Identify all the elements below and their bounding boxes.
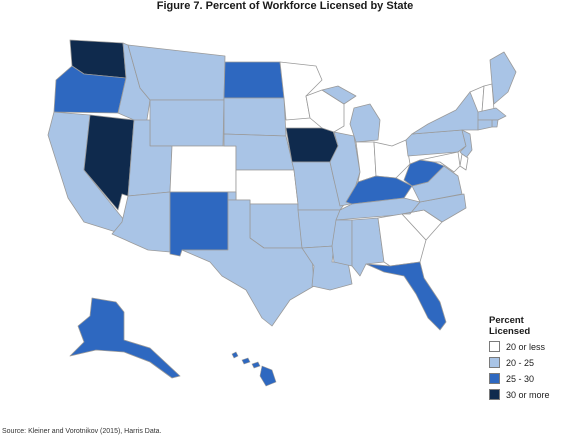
state-de: [459, 153, 469, 171]
state-ma: [477, 107, 507, 121]
state-fl: [365, 261, 447, 331]
legend-swatch: [489, 373, 500, 384]
state-wy: [149, 99, 225, 147]
legend-label: 20 or less: [506, 341, 546, 352]
state-hi-2: [241, 357, 251, 365]
state-ri: [491, 119, 499, 128]
state-il: [329, 131, 361, 207]
state-ks: [235, 169, 299, 205]
state-hi-3: [251, 361, 261, 369]
map-title: Figure 7. Percent of Workforce Licensed …: [156, 0, 414, 12]
legend-swatch: [489, 341, 500, 352]
legend-item: 20 - 25: [489, 355, 561, 370]
state-ia: [285, 127, 339, 163]
state-co: [169, 145, 237, 193]
legend-item: 25 - 30: [489, 371, 561, 386]
state-hi-1: [231, 351, 239, 359]
state-nm: [169, 191, 229, 257]
state-mi: [349, 103, 381, 143]
state-nd: [223, 61, 285, 99]
contiguous-states: [47, 39, 517, 331]
legend-label: 20 - 25: [506, 357, 535, 368]
alaska: [69, 297, 181, 379]
state-ct: [477, 119, 493, 131]
state-me: [489, 51, 517, 105]
state-sd: [223, 97, 287, 137]
state-tx: [181, 199, 315, 327]
legend-label: 25 - 30: [506, 373, 535, 384]
legend-item: 30 or more: [489, 387, 561, 402]
legend-item: 20 or less: [489, 339, 561, 354]
legend-label: 30 or more: [506, 389, 550, 400]
hawaii: [231, 351, 277, 387]
state-md: [419, 151, 461, 173]
legend: Percent Licensed 20 or less 20 - 25 25 -…: [489, 315, 561, 403]
legend-swatch: [489, 357, 500, 368]
legend-swatch: [489, 389, 500, 400]
state-hi-4: [259, 365, 277, 387]
state-in: [355, 141, 377, 183]
state-ak: [69, 297, 181, 379]
state-oh: [373, 139, 411, 179]
state-mi-upper: [321, 85, 357, 105]
source-note: Source: Kleiner and Vorotnikov (2015), H…: [2, 428, 162, 435]
legend-title: Percent Licensed: [489, 315, 531, 337]
state-ms: [331, 219, 353, 267]
state-ny: [411, 91, 481, 135]
